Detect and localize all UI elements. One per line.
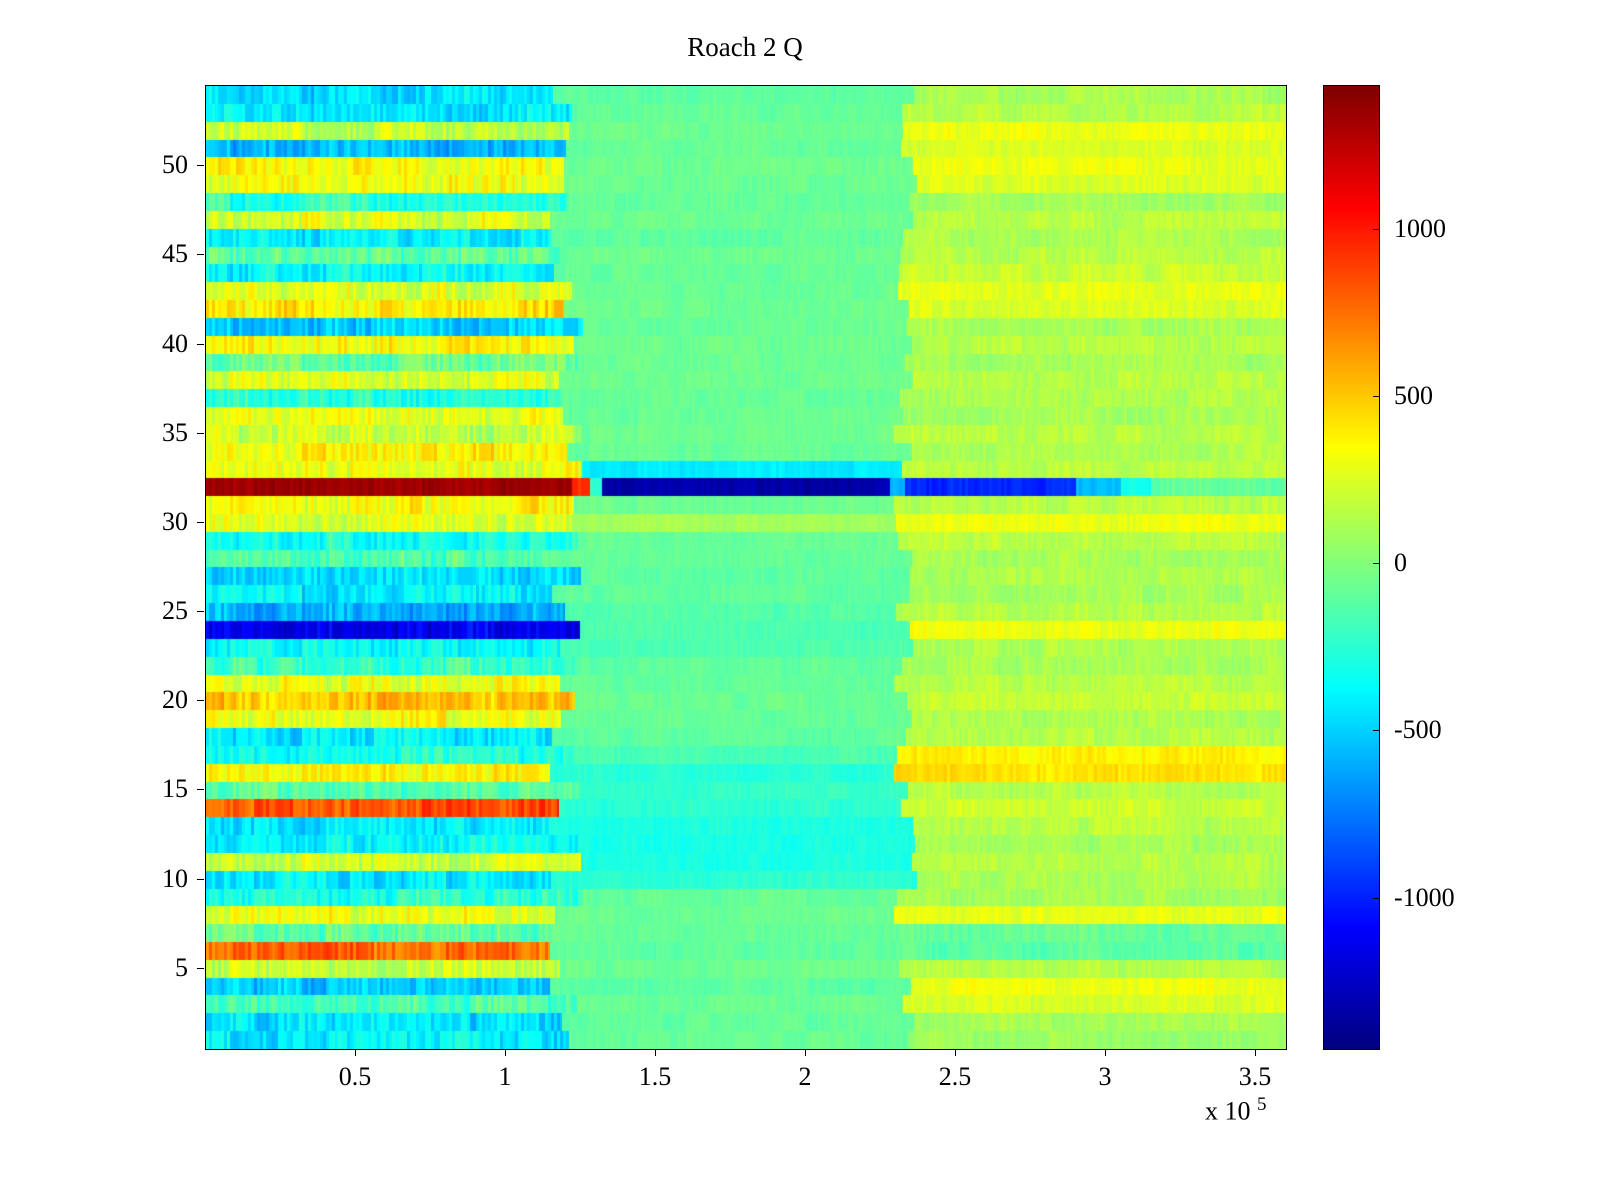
- y-tick-label: 10: [162, 863, 188, 893]
- x-tick-label: 3.5: [1238, 1062, 1272, 1091]
- x-axis-exponent: x 10 5: [1205, 1094, 1267, 1127]
- colorbar-tick-mark: [1373, 730, 1380, 732]
- colorbar-ticks: 1000 500 0 -500 -1000: [1373, 85, 1500, 1048]
- x-tick-mark: [505, 1049, 506, 1056]
- y-tick-mark: [197, 967, 204, 969]
- x-tick-label: 0.5: [338, 1062, 372, 1091]
- y-tick-mark: [197, 343, 204, 345]
- plot-area: [205, 85, 1287, 1050]
- colorbar-tick-mark: [1373, 395, 1380, 397]
- colorbar-tick-mark: [1373, 228, 1380, 230]
- colorbar-tick-label: -500: [1394, 715, 1442, 745]
- y-tick-mark: [197, 432, 204, 434]
- colorbar-canvas: [1324, 86, 1379, 1049]
- y-tick-mark: [197, 521, 204, 523]
- y-tick-label: 30: [162, 506, 188, 536]
- colorbar: [1323, 85, 1380, 1050]
- colorbar-tick-label: 500: [1394, 380, 1433, 410]
- x-tick-label: 3: [1098, 1062, 1112, 1091]
- y-tick-label: 45: [162, 239, 188, 269]
- x-tick-mark: [655, 1049, 656, 1056]
- x-tick-mark: [1255, 1049, 1256, 1056]
- x-tick-mark: [805, 1049, 806, 1056]
- x-tick-mark: [1105, 1049, 1106, 1056]
- y-tick-label: 5: [175, 952, 188, 982]
- y-tick-mark: [197, 878, 204, 880]
- y-tick-label: 20: [162, 685, 188, 715]
- colorbar-tick-mark: [1373, 897, 1380, 899]
- y-tick-mark: [197, 611, 204, 613]
- heatmap-canvas: [206, 86, 1286, 1049]
- x-tick-label: 1.5: [638, 1062, 672, 1091]
- x-tick-label: 2: [798, 1062, 812, 1091]
- x-axis-ticks: 0.5 1 1.5 2 2.5 3 3.5: [205, 1049, 1285, 1119]
- colorbar-tick-mark: [1373, 563, 1380, 565]
- y-tick-label: 25: [162, 596, 188, 626]
- chart-title: Roach 2 Q: [687, 32, 803, 62]
- colorbar-tick-label: -1000: [1394, 882, 1455, 912]
- x-tick-mark: [955, 1049, 956, 1056]
- y-tick-label: 50: [162, 150, 188, 180]
- y-tick-label: 35: [162, 417, 188, 447]
- x-tick-label: 2.5: [938, 1062, 972, 1091]
- y-tick-mark: [197, 254, 204, 256]
- colorbar-tick-label: 0: [1394, 548, 1407, 578]
- y-tick-label: 40: [162, 328, 188, 358]
- x-axis-exponent-power: 5: [1257, 1094, 1267, 1115]
- x-tick-mark: [355, 1049, 356, 1056]
- y-tick-label: 15: [162, 774, 188, 804]
- x-axis-exponent-prefix: x 10: [1205, 1096, 1251, 1126]
- y-axis-ticks: 5 10 15 20 25 30 35 40 45 50: [0, 85, 204, 1048]
- y-tick-mark: [197, 789, 204, 791]
- x-tick-label: 1: [498, 1062, 512, 1091]
- y-tick-mark: [197, 700, 204, 702]
- y-tick-mark: [197, 165, 204, 167]
- colorbar-tick-label: 1000: [1394, 213, 1446, 243]
